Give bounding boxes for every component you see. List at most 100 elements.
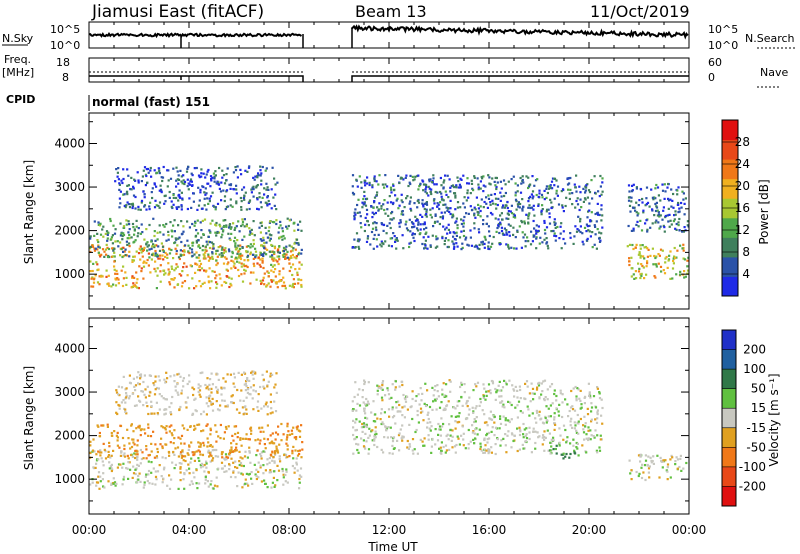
power-cell	[149, 201, 152, 204]
velocity-cell	[564, 398, 567, 401]
power-cell	[411, 233, 414, 236]
power-cell	[261, 259, 264, 263]
velocity-cell	[565, 440, 569, 443]
velocity-cell	[384, 426, 387, 429]
power-cell	[645, 186, 649, 189]
power-cell	[251, 232, 254, 235]
velocity-cell	[581, 444, 584, 447]
velocity-cell	[154, 443, 157, 446]
power-cell	[155, 204, 158, 207]
power-cell	[600, 193, 603, 196]
power-cell	[125, 219, 128, 222]
velocity-cell	[370, 411, 373, 414]
power-cell	[645, 219, 648, 222]
velocity-cell	[142, 457, 145, 460]
velocity-cell	[666, 470, 669, 473]
power-cell	[98, 275, 101, 278]
power-cell	[541, 204, 544, 207]
power-cell	[140, 251, 143, 254]
velocity-cell	[577, 454, 580, 457]
power-cell	[654, 187, 657, 190]
velocity-cell	[193, 459, 196, 462]
velocity-cell	[488, 437, 491, 440]
velocity-cell	[400, 437, 403, 440]
power-cell	[180, 205, 183, 208]
velocity-cell	[89, 483, 92, 486]
velocity-cell	[587, 426, 590, 429]
power-cell	[139, 258, 142, 261]
velocity-cell	[207, 485, 210, 488]
velocity-cell	[380, 396, 384, 399]
power-cell	[174, 267, 177, 270]
power-cell	[494, 176, 497, 179]
power-cell	[98, 283, 101, 286]
velocity-cell	[133, 404, 137, 407]
velocity-cell	[144, 388, 147, 391]
velocity-cell	[596, 413, 599, 416]
power-cell	[126, 237, 129, 240]
power-cell	[444, 190, 447, 193]
velocity-cell	[472, 430, 475, 433]
velocity-cell	[276, 479, 279, 482]
power-cell	[119, 241, 122, 244]
power-cell	[236, 260, 239, 263]
velocity-cell	[156, 456, 159, 459]
power-cell	[154, 260, 157, 263]
power-colorbar-label: Power [dB]	[757, 179, 771, 244]
velocity-cell	[522, 447, 525, 450]
velocity-cell	[269, 393, 272, 396]
velocity-cell	[202, 410, 205, 413]
power-cell	[267, 188, 270, 191]
power-cell	[487, 194, 490, 197]
power-cell	[148, 248, 151, 251]
velocity-colorbar-swatch	[722, 408, 736, 429]
velocity-cell	[391, 452, 394, 455]
velocity-cell	[108, 441, 111, 444]
velocity-cell	[297, 449, 300, 453]
power-cell	[390, 212, 393, 215]
velocity-cell	[274, 450, 277, 453]
velocity-cell	[385, 427, 389, 430]
velocity-cell	[274, 438, 277, 441]
power-cell	[667, 199, 671, 202]
velocity-cell	[211, 457, 215, 460]
power-cell	[172, 224, 175, 227]
velocity-cell	[144, 475, 147, 478]
power-cell	[207, 202, 210, 205]
power-cell	[259, 165, 262, 168]
velocity-cell	[108, 445, 111, 448]
velocity-cell	[200, 413, 203, 416]
power-cell	[203, 204, 206, 207]
velocity-cell	[489, 410, 492, 413]
power-cell	[255, 186, 258, 189]
power-cell	[537, 225, 540, 228]
power-cell	[654, 256, 657, 260]
velocity-cell	[208, 399, 211, 403]
power-cell	[102, 225, 105, 228]
velocity-cell	[254, 439, 257, 442]
power-cell	[356, 185, 359, 188]
velocity-cell	[592, 435, 595, 438]
power-cell	[441, 235, 444, 238]
power-cell	[371, 216, 374, 219]
velocity-cell	[451, 429, 454, 432]
velocity-cell	[587, 429, 590, 432]
power-cell	[509, 224, 512, 227]
power-cell	[425, 183, 428, 187]
power-cell	[260, 244, 263, 247]
velocity-cell	[258, 426, 261, 429]
power-cell	[646, 255, 649, 258]
power-cell	[288, 244, 291, 247]
velocity-cell	[547, 415, 550, 418]
power-cell	[425, 202, 428, 205]
velocity-cell	[555, 394, 558, 398]
velocity-cell	[261, 373, 264, 376]
velocity-cell	[521, 443, 524, 446]
velocity-cell	[583, 415, 586, 418]
power-cell	[452, 247, 456, 250]
velocity-cell	[368, 434, 371, 437]
power-cell	[533, 214, 536, 217]
power-cell	[441, 215, 445, 218]
velocity-cell	[575, 395, 578, 398]
